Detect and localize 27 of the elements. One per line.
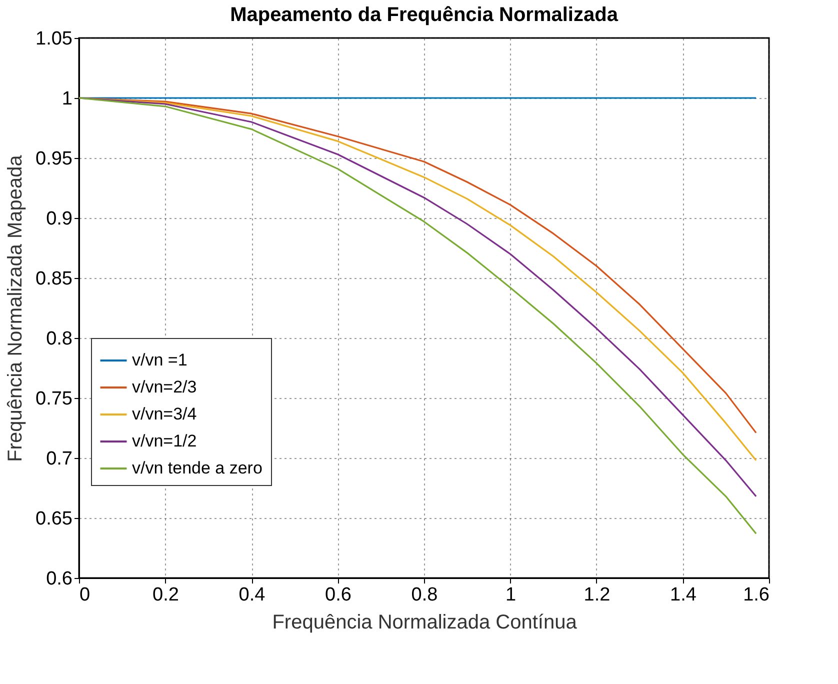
y-tick-label: 0.7: [46, 448, 72, 470]
chart-title: Mapeamento da Frequência Normalizada: [230, 4, 619, 26]
y-tick-label: 0.6: [46, 568, 72, 590]
x-tick-label: 1: [505, 584, 516, 606]
y-tick-label: 0.8: [46, 328, 72, 350]
x-tick-label: 0.4: [238, 584, 266, 606]
y-tick-label: 0.85: [36, 268, 72, 290]
legend-label: v/vn tende a zero: [132, 458, 262, 478]
x-axis-title: Frequência Normalizada Contínua: [272, 612, 578, 634]
y-tick-label: 1.05: [36, 28, 72, 50]
x-tick-label: 1.6: [743, 584, 770, 606]
legend-label: v/vn =1: [132, 350, 188, 370]
x-tick-label: 0: [80, 584, 90, 606]
y-tick-label: 0.95: [36, 148, 72, 170]
legend-label: v/vn=2/3: [132, 378, 197, 396]
legend-label: v/vn=1/2: [132, 432, 197, 450]
x-tick-label: 0.8: [411, 584, 438, 606]
y-tick-label: 1: [62, 88, 72, 110]
x-tick-label: 0.6: [325, 584, 352, 606]
x-tick-label: 1.2: [584, 584, 610, 606]
legend-label: v/vn=3/4: [132, 404, 197, 424]
y-tick-label: 0.9: [46, 208, 72, 230]
x-tick-label: 0.2: [152, 584, 179, 606]
y-tick-label: 0.65: [36, 508, 72, 530]
y-axis-title: Frequência Normalizada Mapeada: [4, 154, 27, 462]
x-tick-label: 1.4: [670, 584, 697, 606]
y-tick-label: 0.75: [36, 388, 72, 410]
